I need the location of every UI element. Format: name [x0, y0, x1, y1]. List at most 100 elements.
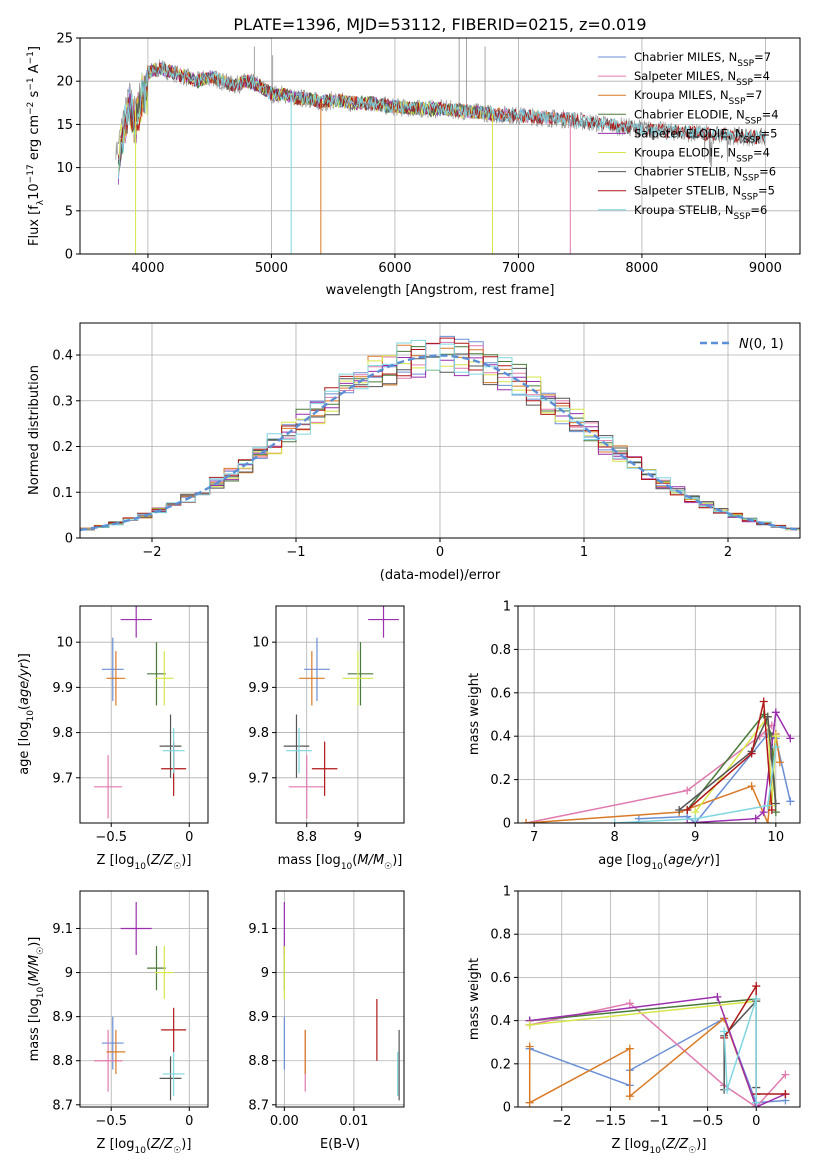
axes-frame [79, 605, 209, 824]
y-axis-label-part: −1 [26, 77, 36, 90]
legend-label: Kroupa ELODIE, NSSP=4 [634, 146, 770, 165]
spectrum-plot-area [115, 38, 766, 254]
legend-label-part: =7 [745, 88, 762, 102]
legend-label-part: =7 [754, 50, 771, 64]
y-axis-label-part: λ [36, 199, 46, 205]
x-tick-label: 0 [436, 545, 444, 560]
y-axis-label-part: ☉ [36, 947, 46, 955]
mass-weight-line-5 [529, 1000, 757, 1026]
y-tick-label: 0.4 [52, 349, 73, 364]
x-axis-label-part: 10 [341, 862, 353, 872]
mass-weight-marker [752, 995, 761, 1003]
x-axis-label: age [log10(age/yr)] [598, 853, 720, 872]
x-axis-label-part: )] [392, 853, 402, 868]
x-tick-label: 0 [185, 1114, 193, 1129]
mass-weight-marker [747, 782, 756, 791]
y-axis-label: mass [log10(M/M☉)] [27, 937, 46, 1062]
mass-weight-line-8 [723, 998, 757, 1103]
x-tick-label: −1 [649, 1114, 668, 1129]
age_vs_mass-plot-area [283, 606, 399, 819]
y-tick-label: 15 [56, 118, 73, 133]
mass-weight-marker [525, 1042, 534, 1051]
mass-weight-marker [751, 814, 760, 823]
mass-weight-marker [759, 808, 768, 817]
y-tick-label: 0.4 [490, 1014, 511, 1029]
y-tick-label: 10 [252, 636, 269, 651]
y-tick-label: 9.1 [248, 922, 269, 937]
massweight_vs_age-plot-area [522, 697, 795, 823]
mass-weight-marker [771, 708, 780, 717]
mass-weight-marker [786, 797, 795, 806]
y-tick-label: 0.8 [490, 928, 511, 943]
x-tick-label: 5000 [255, 261, 288, 276]
y-tick-label: 0.6 [490, 686, 511, 701]
legend-label-part: SSP [736, 78, 753, 88]
legend-label: Kroupa MILES, NSSP=7 [634, 88, 762, 107]
y-axis-label-part: Flux [f [27, 205, 42, 246]
y-tick-label: 8.8 [52, 1054, 73, 1069]
residuals-plot-area [80, 335, 800, 533]
mass_vs_Z-axes: −0.5 08.78.88.999.1Z [log10(Z/Z☉)]mass [l… [27, 890, 209, 1156]
mass-weight-marker [771, 799, 780, 808]
mass-weight-marker [525, 1020, 534, 1029]
y-tick-label: 9.8 [52, 726, 73, 741]
y-tick-label: 8.9 [248, 1010, 269, 1025]
mass-weight-line-0 [529, 1017, 786, 1104]
y-tick-label: 0 [503, 1101, 511, 1116]
legend-label-part: Kroupa ELODIE, N [634, 146, 736, 160]
x-axis-label-part: age/yr [668, 853, 711, 868]
x-axis-label-part: ( [146, 1137, 151, 1152]
x-axis-label-part: M/M [357, 853, 384, 868]
y-axis-label: Flux [fλ10−17 erg cm−2 s−1 A−1] [26, 46, 46, 246]
mass-weight-marker [720, 1027, 729, 1036]
y-tick-label: 0.3 [52, 394, 73, 409]
mass-weight-marker [771, 732, 780, 741]
y-axis-label-part: 10 [26, 710, 36, 722]
y-axis-label-part: )] [27, 937, 42, 947]
x-tick-label: −0.5 [95, 830, 127, 845]
x-axis-label: E(B-V) [320, 1137, 360, 1152]
mass-weight-line-7 [686, 701, 773, 811]
y-tick-label: 0.6 [490, 971, 511, 986]
y-tick-label: 20 [56, 75, 73, 90]
legend-label-part: =6 [750, 203, 767, 217]
model-spectrum-8 [117, 62, 766, 180]
y-tick-label: 10 [56, 161, 73, 176]
legend-label-part: SSP [745, 116, 762, 126]
massweight_vs_Z-axes: −2 −1.5 −1 −0.5 0 0 0.2 0.4 0.6 0.8 1 Z [log10(Z/Z☉… [467, 885, 801, 1156]
x-tick-label: 10 [768, 830, 785, 845]
mass-weight-marker [775, 758, 784, 767]
axes-frame [79, 890, 209, 1108]
legend-label: N(0, 1) [739, 337, 784, 352]
mass_vs_ebv-plot-area [283, 902, 400, 1101]
mass-weight-marker [610, 819, 619, 823]
mass-weight-marker [771, 808, 780, 817]
legend-label: Salpeter ELODIE, NSSP=5 [634, 126, 777, 145]
mass-weight-marker [767, 805, 776, 814]
mass-weight-marker [752, 1098, 761, 1107]
legend-label: Chabrier MILES, NSSP=7 [634, 50, 771, 69]
y-tick-label: 8.8 [248, 1054, 269, 1069]
legend-label-part: SSP [736, 155, 753, 165]
mass-weight-marker [625, 1044, 634, 1053]
y-axis-label: mass weight [467, 958, 482, 1040]
x-tick-label: 1 [580, 545, 588, 560]
x-tick-label: 7 [530, 830, 538, 845]
x-axis-label-part: mass [log [278, 853, 341, 868]
spectrum-axes: 4000 5000 6000 7000 8000 9000 0 5 10 15 20 25 Chabri… [26, 32, 801, 298]
mass-weight-line-2 [526, 733, 781, 823]
x-axis-label-part: Z [log [97, 853, 135, 868]
y-tick-label: 9.7 [52, 771, 73, 786]
legend-label-part: =4 [753, 146, 770, 160]
x-axis-label-part: Z [log [612, 1137, 650, 1152]
y-tick-label: 1 [503, 600, 511, 615]
x-axis-label-part: 10 [649, 1146, 661, 1156]
x-axis-label-part: )] [181, 853, 191, 868]
legend-label-part: Chabrier STELIB, N [634, 165, 742, 179]
legend-label: Chabrier STELIB, NSSP=6 [634, 165, 776, 184]
x-axis-label: (data-model)/error [380, 568, 501, 583]
x-tick-label: 0 [185, 830, 193, 845]
mass-weight-marker [786, 734, 795, 743]
